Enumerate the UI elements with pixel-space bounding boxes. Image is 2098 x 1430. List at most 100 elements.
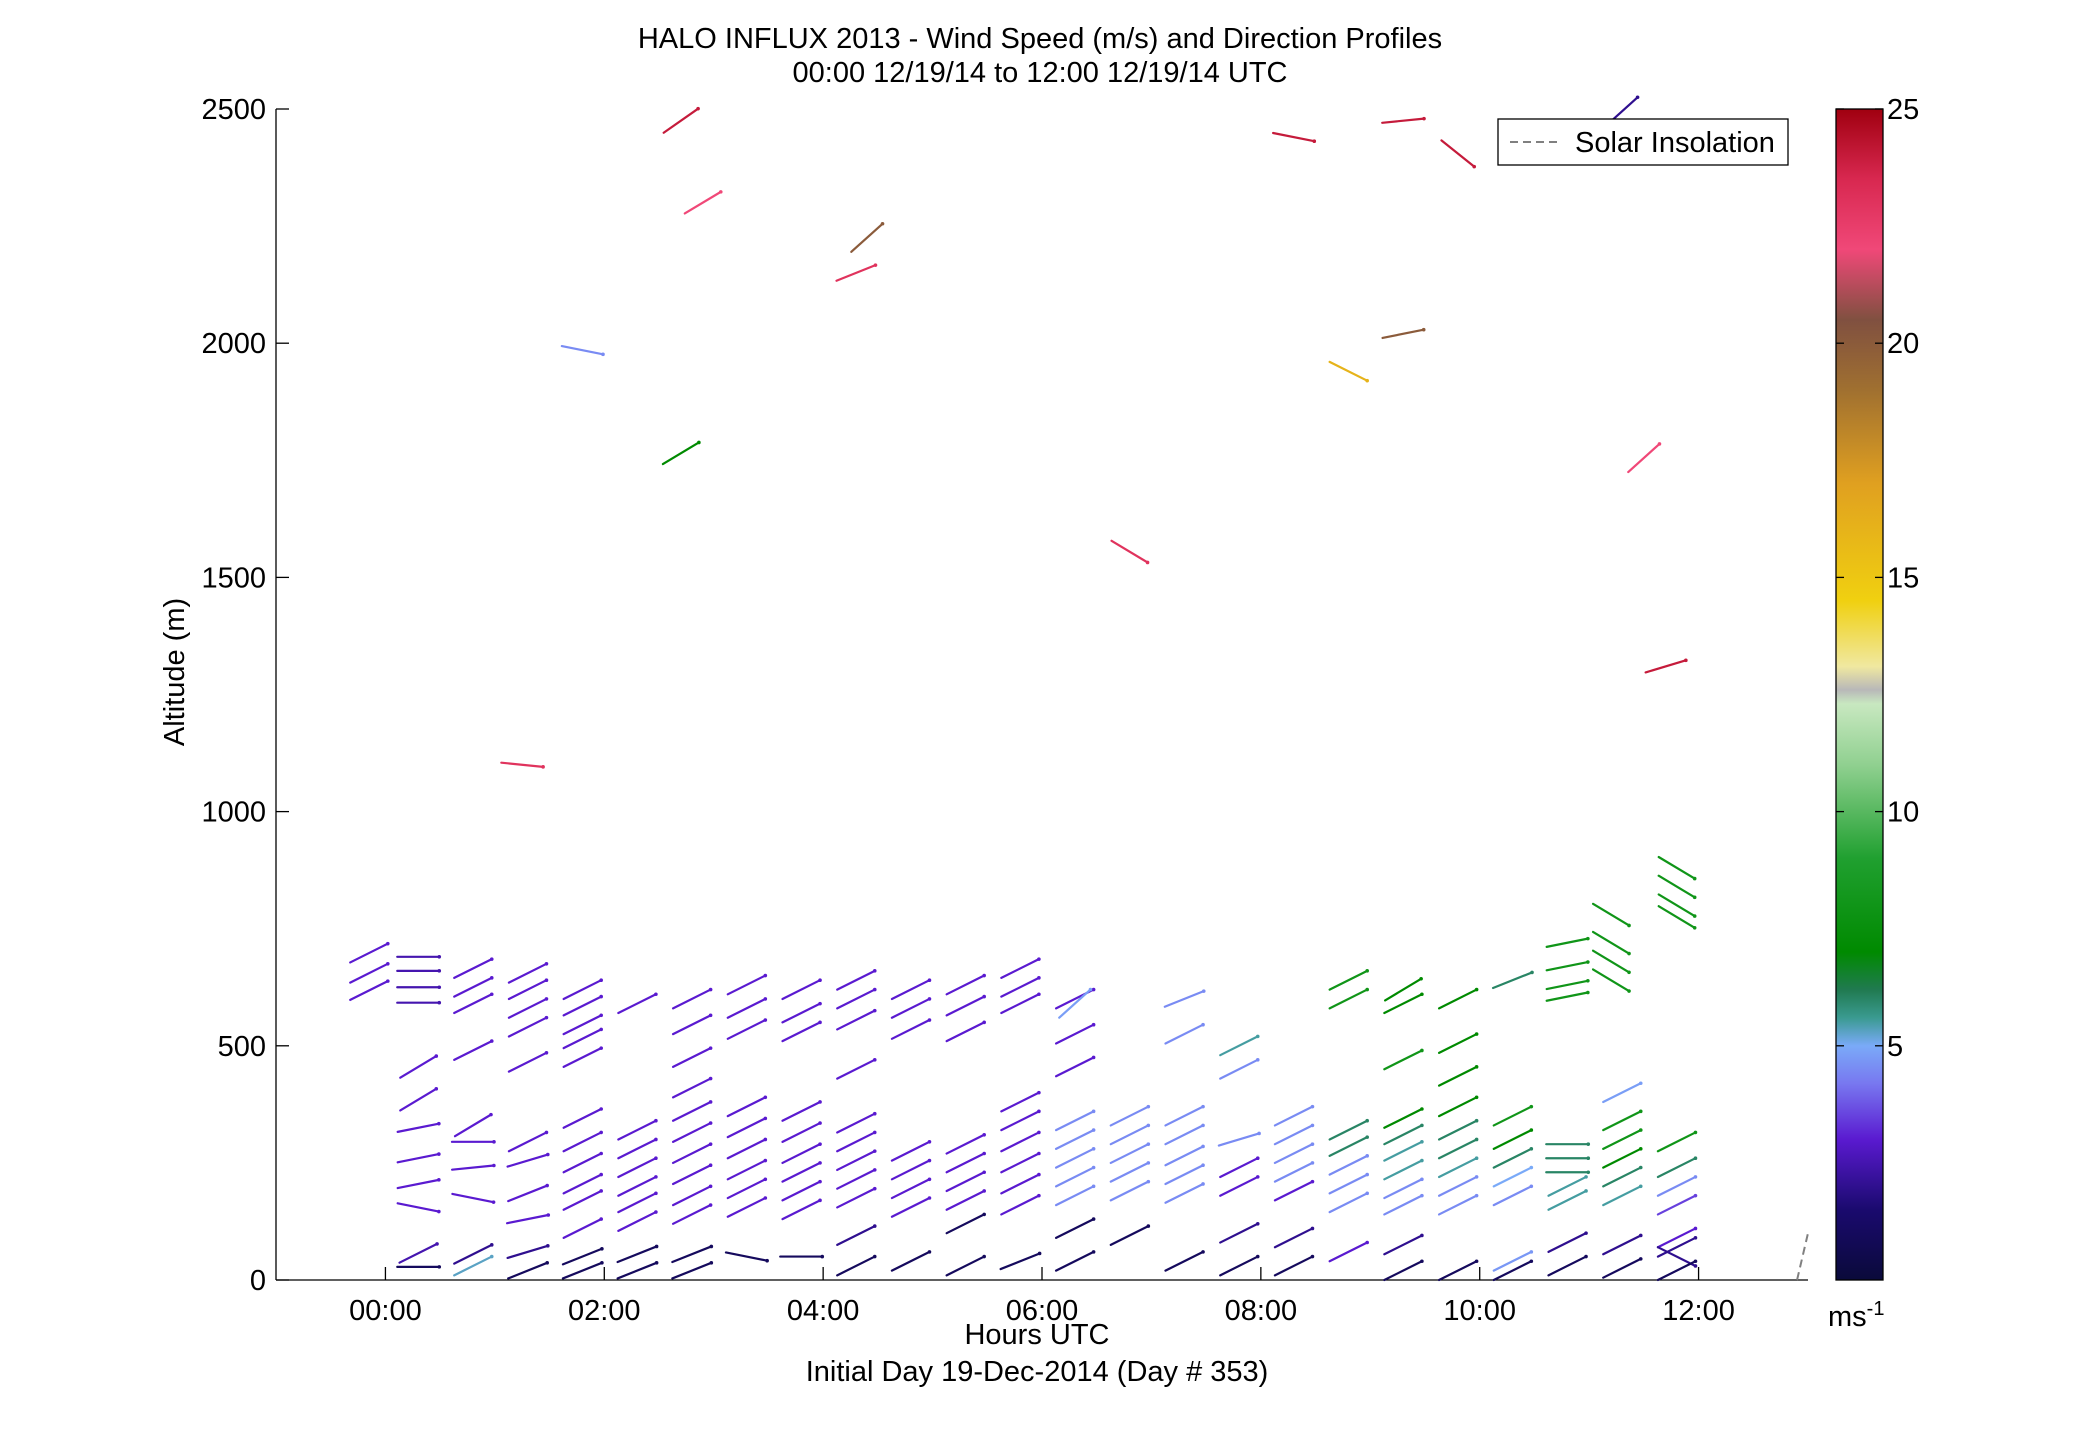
wind-barb <box>836 1186 877 1209</box>
wind-barb <box>1109 1104 1151 1127</box>
wind-barb <box>1219 1034 1260 1057</box>
wind-barb-shaft <box>1000 958 1040 980</box>
wind-barb-shaft <box>1219 1058 1259 1080</box>
wind-barb-shaft <box>1602 1110 1642 1132</box>
wind-barb-shaft <box>1000 1131 1040 1153</box>
wind-barb-head <box>1693 1193 1698 1198</box>
wind-barb <box>507 1261 549 1280</box>
wind-barb <box>1492 1147 1534 1169</box>
wind-barb-shaft <box>1164 1023 1205 1045</box>
wind-barb-head <box>1091 1055 1096 1060</box>
wind-barb-shaft <box>671 1143 712 1165</box>
wind-barb-head <box>1693 1264 1698 1268</box>
wind-barb <box>890 978 932 1001</box>
wind-barb-shaft <box>1657 905 1696 929</box>
wind-barb-head <box>1693 1156 1698 1160</box>
wind-barb-shaft <box>1437 1096 1478 1118</box>
wind-barb <box>1219 1058 1260 1080</box>
wind-barb-shaft <box>1164 1105 1205 1127</box>
wind-barb-shaft <box>1054 1056 1095 1078</box>
wind-barb <box>726 973 768 996</box>
wind-barb-shaft <box>1437 1194 1478 1216</box>
wind-barb-head <box>927 1139 932 1144</box>
colorbar-ticks: 5 10 15 20 25 <box>1836 94 1919 1063</box>
wind-barb-shaft <box>617 1138 657 1160</box>
wind-barb-head <box>872 1224 877 1228</box>
wind-barb-head <box>437 1178 441 1182</box>
wind-barb-shaft <box>836 1150 876 1172</box>
wind-barb-shaft <box>945 1021 986 1043</box>
wind-barb <box>671 1100 713 1122</box>
wind-barb-head <box>654 1261 659 1265</box>
wind-barb-head <box>437 955 442 959</box>
wind-barb-shaft <box>890 979 931 1001</box>
wind-barb-head <box>546 1213 551 1217</box>
wind-barb-head <box>1692 925 1697 930</box>
wind-barb-head <box>654 992 658 997</box>
wind-barb-head <box>982 994 986 999</box>
wind-barb <box>1491 970 1534 990</box>
wind-barb-head <box>1420 1177 1424 1182</box>
wind-barb-head <box>872 987 877 992</box>
wind-barb-shaft <box>945 1133 986 1155</box>
wind-barb <box>1000 957 1041 980</box>
wind-barb-shaft <box>1591 949 1631 974</box>
colorbar-tick-label: 5 <box>1887 1031 1903 1063</box>
wind-barb-head <box>1037 1172 1041 1177</box>
wind-barb <box>1545 990 1590 1002</box>
wind-barb-head <box>544 997 549 1001</box>
wind-barb-shaft <box>1591 902 1631 927</box>
x-axis-sublabel: Initial Day 19-Dec-2014 (Day # 353) <box>806 1356 1269 1388</box>
wind-barb <box>671 1121 713 1143</box>
wind-barb-shaft <box>726 997 767 1019</box>
wind-barb-shaft <box>1383 1049 1423 1071</box>
wind-barb <box>1384 976 1423 1002</box>
wind-barb <box>1217 1131 1261 1147</box>
wind-barb <box>617 1191 658 1214</box>
wind-barb-head <box>1201 1123 1205 1128</box>
wind-barb-head <box>489 1243 494 1247</box>
wind-barb-head <box>818 1121 822 1125</box>
wind-barb-shaft <box>1602 1185 1642 1207</box>
wind-barb-head <box>1037 1090 1041 1095</box>
wind-barb <box>781 978 822 1001</box>
wind-barb-head <box>437 1265 442 1269</box>
wind-barb-head <box>1586 990 1590 995</box>
wind-barb <box>1328 987 1369 1010</box>
wind-barb <box>507 962 549 984</box>
wind-barb <box>836 1168 877 1190</box>
wind-barb <box>1271 131 1317 144</box>
wind-barb <box>453 1254 494 1277</box>
wind-barb <box>1054 1055 1096 1078</box>
wind-barb-head <box>599 1217 603 1221</box>
wind-barb-head <box>1312 139 1317 144</box>
wind-barb <box>724 1251 769 1263</box>
wind-barb <box>1109 1161 1151 1183</box>
wind-barb-head <box>599 1172 603 1177</box>
wind-barb-head <box>872 969 877 973</box>
wind-barb-head <box>1627 923 1631 928</box>
wind-barb-shaft <box>1164 1145 1205 1167</box>
wind-barb-head <box>982 1254 986 1259</box>
wind-barb-shaft <box>726 1117 767 1139</box>
wind-barb-head <box>1692 895 1697 900</box>
wind-barb <box>617 1118 658 1141</box>
wind-barb <box>1602 1184 1643 1207</box>
wind-barb-shaft <box>399 1054 438 1079</box>
wind-barb-head <box>1255 1254 1260 1259</box>
wind-barb <box>1000 1130 1041 1153</box>
wind-barb-head <box>763 1116 768 1121</box>
wind-barb-head <box>1037 1251 1042 1256</box>
wind-barb-head <box>489 992 494 997</box>
wind-barb <box>1644 658 1688 674</box>
wind-barb <box>1328 1135 1369 1157</box>
wind-barb-head <box>385 962 390 966</box>
wind-barb-shaft <box>1219 1255 1259 1277</box>
wind-barb-head <box>1146 1104 1151 1109</box>
wind-barb-shaft <box>562 1047 603 1069</box>
wind-barb <box>671 1184 713 1207</box>
wind-barb <box>1273 1226 1315 1249</box>
wind-barb <box>561 1261 604 1280</box>
wind-barb <box>1054 1109 1096 1132</box>
wind-barb <box>836 1111 877 1134</box>
